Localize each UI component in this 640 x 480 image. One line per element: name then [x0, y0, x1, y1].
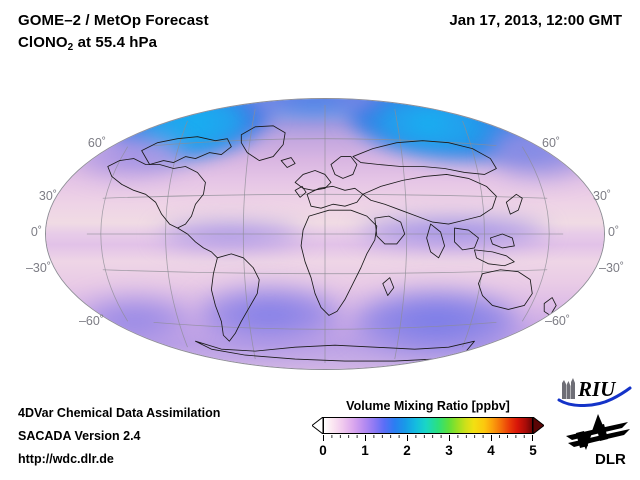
lat-label-right-30s: –30˚ — [599, 261, 625, 275]
lat-label-left-60s: –60˚ — [78, 314, 104, 328]
field-equatorial-streak-west — [157, 223, 303, 248]
colorbar-tick-0: 0 — [319, 443, 327, 458]
field-equatorial-streak-east — [358, 217, 549, 245]
lat-label-left-30s: –30˚ — [25, 261, 51, 275]
graticule-grid — [86, 104, 564, 364]
footer-method-line: 4DVar Chemical Data Assimilation — [18, 406, 221, 420]
footer-version-line: SACADA Version 2.4 — [18, 429, 141, 443]
riu-tower-icon — [562, 378, 575, 399]
colorbar-tick-labels: 0 1 2 3 4 5 — [312, 443, 544, 461]
riu-wordmark: RIU — [577, 377, 617, 401]
colorbar-gradient — [323, 417, 533, 434]
lat-label-right-60n: 60˚ — [542, 136, 561, 150]
colorbar-tick-3: 3 — [445, 443, 453, 458]
colorbar-tick-1: 1 — [361, 443, 369, 458]
lat-label-left-30n: 30˚ — [38, 189, 57, 203]
title-instrument-line: GOME–2 / MetOp Forecast — [18, 12, 209, 29]
lat-label-right-60s: –60˚ — [545, 314, 571, 328]
field-peak-arctic-canada — [152, 101, 242, 143]
colorbar-tick-5: 5 — [529, 443, 537, 458]
lat-label-left-60n: 60˚ — [87, 136, 106, 150]
colorbar-tick-4: 4 — [487, 443, 495, 458]
colorbar-max-arrow-icon — [533, 417, 544, 434]
species-name: ClONO — [18, 34, 68, 51]
footer-url-line[interactable]: http://wdc.dlr.de — [18, 452, 114, 466]
colorbar-tick-2: 2 — [403, 443, 411, 458]
field-peak-siberia — [380, 104, 476, 143]
dlr-logo: DLR — [566, 414, 630, 468]
global-map-projection[interactable] — [45, 98, 605, 370]
field-southern-band-west — [196, 288, 342, 342]
colorbar-ticks — [323, 435, 533, 441]
map-globe-wrap: 60˚ 30˚ 0˚ –30˚ –60˚ 60˚ 30˚ 0˚ –30˚ –60… — [26, 98, 624, 370]
riu-logo: RIU — [557, 377, 632, 407]
lat-label-right-30n: 30˚ — [593, 189, 612, 203]
footer-info: 4DVar Chemical Data Assimilation SACADA … — [18, 402, 220, 471]
colorbar-row — [312, 417, 544, 434]
colorbar-min-arrow-icon — [312, 417, 323, 434]
lat-label-right-0: 0˚ — [608, 225, 620, 239]
species-level: at 55.4 hPa — [73, 34, 158, 51]
riu-wave-icon — [557, 386, 632, 407]
field-north-atlantic — [73, 136, 186, 175]
colorbar: Volume Mixing Ratio [ppbv] — [312, 399, 544, 461]
map-panel: 60˚ 30˚ 0˚ –30˚ –60˚ 60˚ 30˚ 0˚ –30˚ –60… — [0, 86, 640, 386]
coastline-overlay — [107, 125, 557, 362]
lat-label-left-0: 0˚ — [30, 225, 42, 239]
field-east-asia-edge — [492, 126, 593, 175]
forecast-timestamp: Jan 17, 2013, 12:00 GMT — [449, 12, 622, 29]
page-title: GOME–2 / MetOp Forecast ClONO2 at 55.4 h… — [18, 10, 398, 56]
field-north-polar-cap — [246, 99, 381, 116]
field-southern-pacific — [79, 298, 192, 342]
species-subscript: 2 — [67, 42, 74, 53]
field-southern-band-east — [352, 293, 521, 353]
colorbar-title: Volume Mixing Ratio [ppbv] — [346, 399, 510, 413]
dlr-wordmark: DLR — [595, 451, 626, 468]
dlr-emblem-icon — [566, 414, 630, 450]
title-species-line: ClONO2 at 55.4 hPa — [18, 32, 398, 56]
